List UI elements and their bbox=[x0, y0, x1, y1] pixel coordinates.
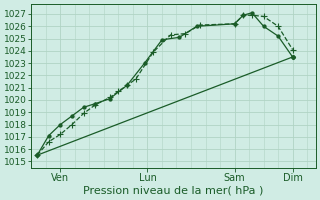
X-axis label: Pression niveau de la mer( hPa ): Pression niveau de la mer( hPa ) bbox=[84, 186, 264, 196]
